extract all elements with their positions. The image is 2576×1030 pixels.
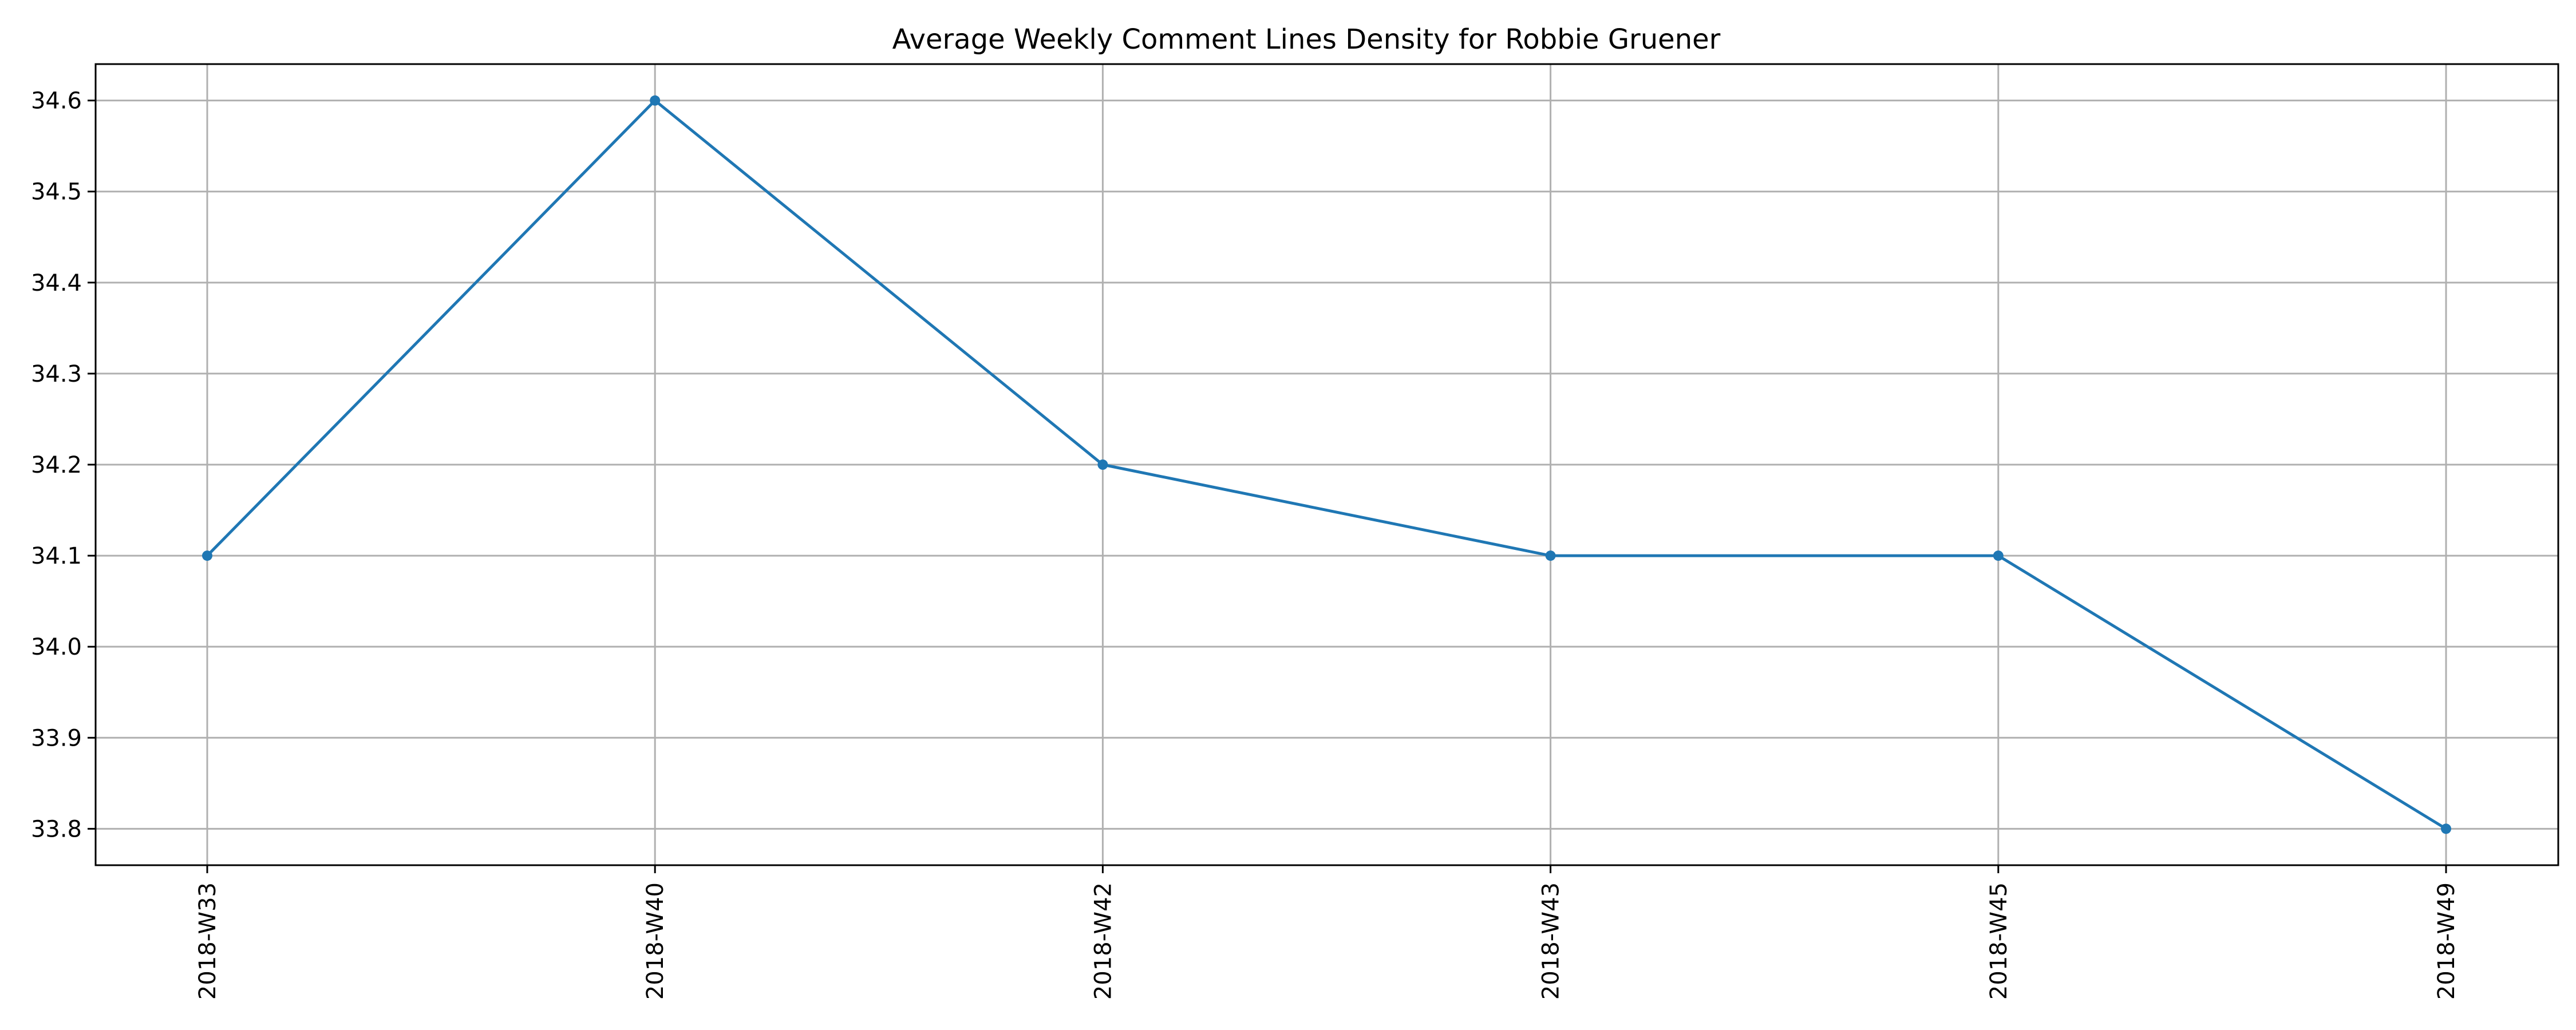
x-tick-label: 2018-W43 [1538, 882, 1564, 1000]
x-tick-label: 2018-W33 [195, 882, 221, 1000]
series-line [206, 99, 2447, 830]
y-tick-label: 33.9 [31, 725, 82, 751]
x-tick-label: 2018-W40 [642, 882, 669, 1000]
y-tick-label: 34.2 [31, 452, 82, 478]
y-tick-label: 34.6 [31, 88, 82, 114]
y-tick-label: 34.5 [31, 179, 82, 205]
data-point [650, 95, 661, 106]
x-tick-label: 2018-W49 [2433, 882, 2460, 1000]
y-tick-label: 34.0 [31, 634, 82, 660]
x-axis: 2018-W33 2018-W40 2018-W42 2018-W43 2018-W45… [195, 865, 2460, 1000]
plot-frame [94, 63, 2559, 866]
data-point [1097, 459, 1108, 470]
chart-title: Average Weekly Comment Lines Density for… [892, 23, 1721, 56]
y-tick-label: 34.3 [31, 361, 82, 387]
x-tick-label: 2018-W45 [1986, 882, 2012, 1000]
x-tick-label: 2018-W42 [1090, 882, 1116, 1000]
y-tick-label: 34.4 [31, 270, 82, 296]
data-point [2441, 823, 2451, 834]
grid-lines [96, 64, 2558, 865]
data-point [1545, 550, 1556, 561]
y-axis: 33.8 33.9 34.0 34.1 34.2 34.3 34.4 34.5 34.6 [31, 88, 96, 842]
y-tick-label: 33.8 [31, 816, 82, 842]
series-layer [202, 95, 2451, 834]
data-point [202, 550, 212, 561]
y-tick-label: 34.1 [31, 543, 82, 569]
data-point [1993, 550, 2004, 561]
